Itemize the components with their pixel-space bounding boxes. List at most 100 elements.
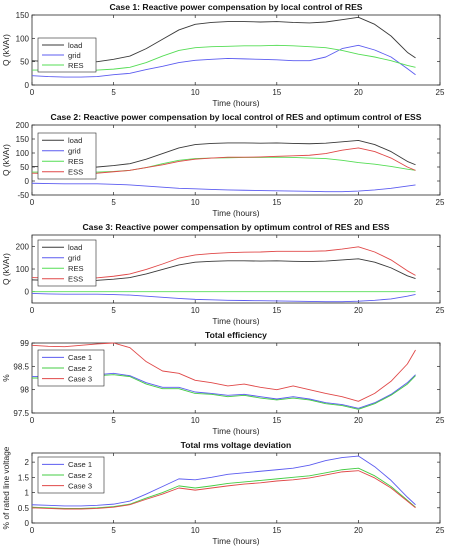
- y-tick-label: 100: [16, 265, 30, 274]
- x-axis-label: Time (hours): [212, 316, 259, 326]
- x-tick-label: 15: [272, 526, 281, 535]
- legend-box: [37, 37, 97, 73]
- y-axis-label: Q (kVAr): [1, 253, 11, 285]
- x-axis-label: Time (hours): [212, 426, 259, 436]
- x-tick-label: 5: [111, 416, 116, 425]
- legend-label: RES: [68, 264, 84, 273]
- legend-label: Case 1: [68, 353, 92, 362]
- x-tick-label: 0: [30, 198, 35, 207]
- x-tick-label: 25: [436, 306, 445, 315]
- chart-title: Total rms voltage deviation: [181, 440, 292, 450]
- x-tick-label: 25: [436, 416, 445, 425]
- y-tick-label: 0.5: [18, 504, 30, 513]
- x-axis-label: Time (hours): [212, 98, 259, 108]
- series-line-grid: [31, 44, 416, 78]
- x-tick-label: 10: [191, 198, 200, 207]
- legend-label: Case 3: [68, 374, 92, 383]
- plot-frame: [31, 14, 441, 86]
- x-tick-label: 20: [354, 198, 363, 207]
- y-tick-label: 100: [16, 34, 30, 43]
- y-tick-label: 200: [16, 121, 30, 130]
- y-axis-label: % of rated line voltage: [1, 446, 11, 529]
- chart-title: Case 1: Reactive power compensation by l…: [109, 2, 362, 12]
- x-tick-label: 25: [436, 88, 445, 97]
- x-tick-label: 0: [30, 416, 35, 425]
- y-tick-label: 150: [16, 135, 30, 144]
- legend-label: ESS: [68, 168, 83, 177]
- chart-panel-5: Total rms voltage deviation 0 5 10 15 20 25 0 0.…: [1, 440, 445, 546]
- legend-label: grid: [68, 254, 81, 263]
- x-tick-label: 20: [354, 416, 363, 425]
- x-tick-label: 15: [272, 306, 281, 315]
- chart-title: Case 3: Reactive power compensation by o…: [82, 222, 389, 232]
- y-tick-label: 100: [16, 149, 30, 158]
- x-tick-label: 15: [272, 198, 281, 207]
- x-tick-label: 25: [436, 198, 445, 207]
- x-tick-label: 0: [30, 526, 35, 535]
- y-tick-label: 97.5: [13, 409, 29, 418]
- y-axis-label: %: [1, 374, 11, 382]
- y-tick-label: 98: [20, 386, 29, 395]
- y-tick-label: 0: [25, 81, 30, 90]
- legend-label: ESS: [68, 275, 83, 284]
- x-axis-label: Time (hours): [212, 536, 259, 546]
- legend-label: load: [68, 243, 82, 252]
- y-tick-label: 98.5: [13, 362, 29, 371]
- legend-label: grid: [68, 51, 81, 60]
- x-tick-label: 5: [111, 306, 116, 315]
- series-line-grid: [31, 182, 416, 193]
- series-line-case-1: [31, 455, 416, 507]
- series-line-load: [31, 16, 416, 64]
- series-line-grid: [31, 293, 416, 303]
- x-tick-label: 0: [30, 306, 35, 315]
- legend-label: RES: [68, 157, 84, 166]
- y-axis-label: Q (kVAr): [1, 144, 11, 176]
- chart-title: Case 2: Reactive power compensation by l…: [50, 112, 421, 122]
- y-axis-label: Q (kVAr): [1, 34, 11, 66]
- series-line-case-3: [31, 342, 416, 402]
- x-tick-label: 5: [111, 198, 116, 207]
- x-tick-label: 5: [111, 88, 116, 97]
- x-tick-label: 10: [191, 526, 200, 535]
- series-line-load: [31, 139, 416, 169]
- series-line-ess: [31, 147, 416, 174]
- y-tick-label: 50: [20, 58, 29, 67]
- y-tick-label: 150: [16, 11, 30, 20]
- legend-label: Case 2: [68, 364, 92, 373]
- x-tick-label: 5: [111, 526, 116, 535]
- chart-title: Total efficiency: [205, 330, 267, 340]
- x-tick-label: 25: [436, 526, 445, 535]
- series-line-res: [32, 44, 416, 71]
- y-tick-label: 1: [25, 489, 30, 498]
- y-tick-label: 1.5: [18, 473, 30, 482]
- y-tick-label: 2: [25, 458, 30, 467]
- series-line-case-2: [31, 467, 416, 509]
- y-tick-label: 0: [25, 177, 30, 186]
- x-axis-label: Time (hours): [212, 208, 259, 218]
- legend-label: Case 1: [68, 460, 92, 469]
- chart-panel-1: Case 1: Reactive power compensation by l…: [1, 2, 445, 108]
- x-tick-label: 10: [191, 88, 200, 97]
- y-tick-label: 0: [25, 288, 30, 297]
- series-line-case-3: [31, 470, 416, 510]
- legend-label: load: [68, 41, 82, 50]
- x-tick-label: 15: [272, 88, 281, 97]
- x-tick-label: 20: [354, 526, 363, 535]
- x-tick-label: 0: [30, 88, 35, 97]
- y-tick-label: 99: [20, 339, 29, 348]
- legend-label: Case 3: [68, 481, 92, 490]
- series-line-res: [32, 156, 416, 173]
- series-line-ess: [31, 246, 416, 279]
- legend-label: RES: [68, 61, 84, 70]
- legend-label: Case 2: [68, 471, 92, 480]
- x-tick-label: 15: [272, 416, 281, 425]
- y-tick-label: 200: [16, 242, 30, 251]
- legend-label: load: [68, 136, 82, 145]
- y-tick-label: 50: [20, 163, 29, 172]
- x-tick-label: 20: [354, 306, 363, 315]
- plot-frame: [31, 124, 441, 196]
- y-tick-label: -50: [17, 191, 29, 200]
- x-tick-label: 10: [191, 306, 200, 315]
- chart-panel-3: Case 3: Reactive power compensation by o…: [1, 222, 445, 326]
